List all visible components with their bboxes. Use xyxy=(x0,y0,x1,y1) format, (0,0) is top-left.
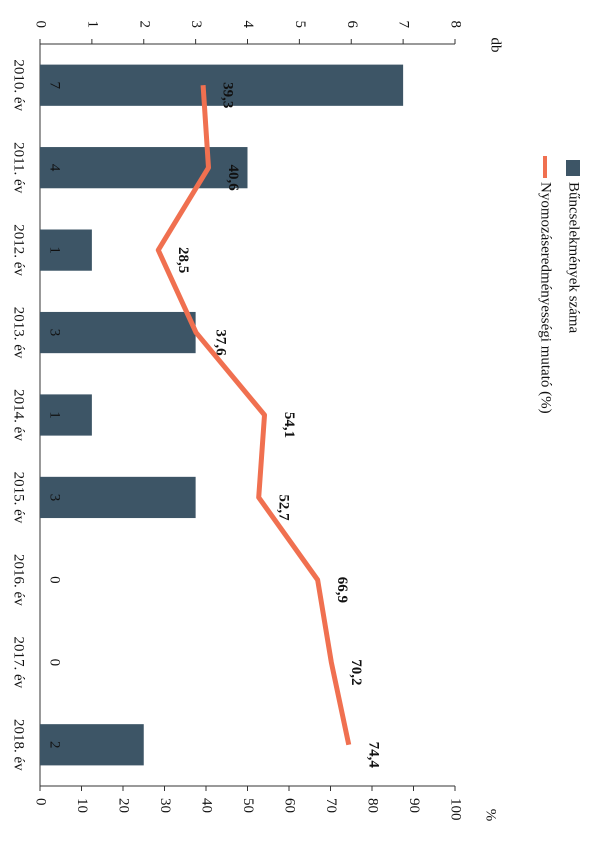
bar-value-label: 7 xyxy=(47,81,63,89)
bar-value-label: 0 xyxy=(47,659,63,667)
line-value-label: 40,6 xyxy=(225,165,241,192)
bar xyxy=(40,724,144,766)
bar xyxy=(40,311,196,354)
x-tick-label: 2016. év xyxy=(11,554,27,606)
y-tick-label: 4 xyxy=(240,21,256,29)
y2-tick-label: 60 xyxy=(282,798,298,813)
y2-tick-label: 50 xyxy=(240,798,256,813)
rotated-chart: 0 1 2 3 4 5 6 7 80 10 20 30 40 50 60 70 80 90 100db%2010. … xyxy=(11,21,582,822)
line-value-label: 74,4 xyxy=(365,742,381,769)
y2-tick-label: 30 xyxy=(157,798,173,813)
bar-value-label: 3 xyxy=(47,494,63,502)
legend-swatch xyxy=(566,160,580,176)
line-value-label: 52,7 xyxy=(275,494,291,521)
bar xyxy=(40,64,404,106)
x-tick-label: 2018. év xyxy=(11,719,27,771)
x-tick-label: 2010. év xyxy=(11,59,27,111)
bar xyxy=(40,147,248,189)
y-tick-label: 3 xyxy=(188,21,204,29)
y2-tick-label: 40 xyxy=(199,798,215,813)
x-tick-label: 2013. év xyxy=(11,307,27,359)
line-value-label: 70,2 xyxy=(348,659,364,685)
bar-value-label: 2 xyxy=(47,741,63,749)
y2-tick-label: 0 xyxy=(33,798,49,806)
bar-value-label: 3 xyxy=(47,329,63,337)
y-tick-label: 1 xyxy=(84,21,100,29)
y-tick-label: 5 xyxy=(292,21,308,29)
y2-tick-label: 20 xyxy=(116,798,132,813)
y2-tick-label: 90 xyxy=(406,798,422,813)
line-value-label: 28,5 xyxy=(175,247,191,273)
y2-tick-label: 70 xyxy=(323,798,339,813)
x-tick-label: 2015. év xyxy=(11,472,27,524)
bar-value-label: 4 xyxy=(47,164,63,172)
x-tick-label: 2012. év xyxy=(11,224,27,276)
y-tick-label: 8 xyxy=(448,21,464,29)
bar xyxy=(40,394,92,436)
bar xyxy=(40,476,196,519)
y2-axis-title: % xyxy=(483,809,499,822)
line-value-label: 66,9 xyxy=(334,577,350,603)
legend-label: Nyomozáseredményességi mutató (%) xyxy=(538,182,554,414)
bar xyxy=(40,229,92,271)
bar-value-label: 1 xyxy=(47,246,63,254)
line-value-label: 54,1 xyxy=(281,412,297,438)
y-axis-title: db xyxy=(488,38,504,53)
y2-tick-label: 80 xyxy=(365,798,381,813)
y-tick-label: 2 xyxy=(136,21,152,29)
y2-tick-label: 100 xyxy=(448,798,464,821)
x-tick-label: 2011. év xyxy=(11,142,27,194)
y-tick-label: 6 xyxy=(344,21,360,29)
y-tick-label: 0 xyxy=(33,21,49,29)
line-value-label: 37,6 xyxy=(213,329,229,356)
line xyxy=(155,85,352,746)
bar-value-label: 1 xyxy=(47,411,63,419)
line-value-label: 39,3 xyxy=(220,82,236,108)
x-tick-label: 2017. év xyxy=(11,636,27,688)
y2-tick-label: 10 xyxy=(74,798,90,813)
x-tick-label: 2014. év xyxy=(11,389,27,441)
y-tick-label: 7 xyxy=(396,21,412,29)
bar-value-label: 0 xyxy=(47,576,63,584)
legend-label: Bűncselekmények száma xyxy=(566,182,582,334)
